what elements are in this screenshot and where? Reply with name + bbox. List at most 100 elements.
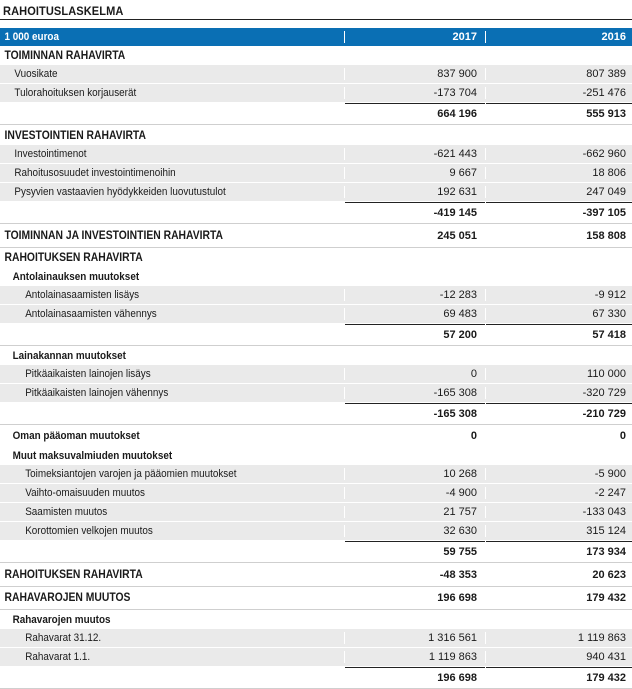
value-2016: 179 432 <box>485 671 632 684</box>
subtotal-rule <box>345 541 485 542</box>
value-2017: 664 196 <box>344 107 485 120</box>
table-row: Rahoitusosuudet investointimenoihin 9 667… <box>0 164 632 183</box>
subtotal-rule <box>486 541 632 542</box>
row-label: RAHAVAROJEN MUUTOS <box>4 592 131 604</box>
row-label: Antolainauksen muutokset <box>12 270 140 283</box>
value-2016: -397 105 <box>485 206 632 219</box>
value-2017: -419 145 <box>344 206 485 219</box>
subtotal-rule <box>345 202 485 203</box>
row-label: Saamisten muutos <box>25 506 108 518</box>
value-2016: -5 900 <box>485 468 632 480</box>
value-2017: -12 283 <box>344 289 485 301</box>
value-2017: 21 757 <box>344 506 485 518</box>
row-divider <box>0 124 632 125</box>
table-row: Rahavarat 1.1. 1 119 863 940 431 <box>0 648 632 667</box>
value-2017: -173 704 <box>344 87 485 99</box>
value-2017: 59 755 <box>344 545 485 558</box>
table-row: Vaihto-omaisuuden muutos -4 900 -2 247 <box>0 484 632 503</box>
value-2017: 0 <box>344 429 485 442</box>
value-2016: 18 806 <box>485 167 632 179</box>
value-2016: 179 432 <box>586 592 626 604</box>
table-row: Toimeksiantojen varojen ja pääomien muut… <box>0 465 632 484</box>
subtotal-rule <box>486 103 632 104</box>
table-row: Vuosikate 837 900 807 389 <box>0 65 632 84</box>
table-row: Antolainasaamisten vähennys 69 483 67 330 <box>0 305 632 324</box>
value-2016: 158 808 <box>586 230 626 242</box>
row-label: Rahavarat 31.12. <box>25 632 102 644</box>
row-divider <box>0 345 632 346</box>
year-2016-header: 2016 <box>485 31 632 43</box>
section-row: Oman pääoman muutokset 0 0 <box>0 425 632 446</box>
row-label: Pitkäaikaisten lainojen vähennys <box>25 387 169 399</box>
subtotal-row: 57 200 57 418 <box>0 324 632 345</box>
row-label: RAHOITUKSEN RAHAVIRTA <box>4 251 143 264</box>
row-label: Lainakannan muutokset <box>12 349 126 362</box>
value-2017: 1 119 863 <box>344 651 485 663</box>
value-2016: 555 913 <box>485 107 632 120</box>
row-divider <box>0 586 632 587</box>
value-2017: -4 900 <box>344 487 485 499</box>
subtotal-rule <box>486 202 632 203</box>
value-2016: 173 934 <box>485 545 632 558</box>
value-2016: -133 043 <box>485 506 632 518</box>
row-label: Tulorahoituksen korjauserät <box>14 87 137 99</box>
subtotal-rule <box>486 667 632 668</box>
value-2016: -251 476 <box>485 87 632 99</box>
subtotal-row: -165 308 -210 729 <box>0 403 632 424</box>
row-label: INVESTOINTIEN RAHAVIRTA <box>4 129 146 142</box>
section-row: TOIMINNAN JA INVESTOINTIEN RAHAVIRTA 245 … <box>0 225 632 247</box>
row-label: Pitkäaikaisten lainojen lisäys <box>25 368 151 380</box>
value-2016: -210 729 <box>485 407 632 420</box>
subtotal-rule <box>486 324 632 325</box>
table-row: Tulorahoituksen korjauserät -173 704 -251 … <box>0 84 632 103</box>
table-row: Saamisten muutos 21 757 -133 043 <box>0 503 632 522</box>
section-row: INVESTOINTIEN RAHAVIRTA <box>0 126 632 145</box>
subtotal-rule <box>345 667 485 668</box>
value-2017: 1 316 561 <box>344 632 485 644</box>
subtotal-rule <box>486 403 632 404</box>
value-2017: 10 268 <box>344 468 485 480</box>
section-row: Antolainauksen muutokset <box>0 267 632 286</box>
row-label: Pysyvien vastaavien hyödykkeiden luovutu… <box>14 186 226 198</box>
row-label: Rahoitusosuudet investointimenoihin <box>14 167 176 179</box>
subtotal-rule <box>345 324 485 325</box>
table-row: Rahavarat 31.12. 1 316 561 1 119 863 <box>0 629 632 648</box>
row-label: Antolainasaamisten vähennys <box>25 308 157 320</box>
row-label: Antolainasaamisten lisäys <box>25 289 140 301</box>
value-2016: 0 <box>485 429 632 442</box>
table-row: Pitkäaikaisten lainojen vähennys -165 308… <box>0 384 632 403</box>
row-label: Muut maksuvalmiuden muutokset <box>12 449 173 462</box>
title-divider <box>0 19 632 20</box>
value-2016: 67 330 <box>485 308 632 320</box>
row-label: Investointimenot <box>14 148 87 160</box>
section-row: Lainakannan muutokset <box>0 346 632 365</box>
row-label: TOIMINNAN RAHAVIRTA <box>4 49 126 62</box>
row-label: Rahavarat 1.1. <box>25 651 91 663</box>
subtotal-row: 664 196 555 913 <box>0 103 632 124</box>
table-row: Pitkäaikaisten lainojen lisäys 0 110 000 <box>0 365 632 384</box>
row-divider <box>0 247 632 248</box>
row-label: Oman pääoman muutokset <box>12 429 140 442</box>
value-2017: 196 698 <box>344 671 485 684</box>
row-label: Vaihto-omaisuuden muutos <box>25 487 145 499</box>
section-row: RAHOITUKSEN RAHAVIRTA <box>0 248 632 267</box>
table-row: Pysyvien vastaavien hyödykkeiden luovutu… <box>0 183 632 202</box>
subtotal-row: 59 755 173 934 <box>0 541 632 562</box>
row-label: Rahavarojen muutos <box>12 613 111 626</box>
row-label: Korottomien velkojen muutos <box>25 525 153 537</box>
row-divider <box>0 424 632 425</box>
value-2016: -662 960 <box>485 148 632 160</box>
table-row: Investointimenot -621 443 -662 960 <box>0 145 632 164</box>
unit-label: 1 000 euroa <box>4 31 59 43</box>
value-2017: 245 051 <box>437 230 477 242</box>
subtotal-row: -419 145 -397 105 <box>0 202 632 223</box>
value-2017: 192 631 <box>344 186 485 198</box>
value-2016: 57 418 <box>485 328 632 341</box>
value-2017: -621 443 <box>344 148 485 160</box>
section-row: TOIMINNAN RAHAVIRTA <box>0 46 632 65</box>
value-2017: 9 667 <box>344 167 485 179</box>
table-row: Antolainasaamisten lisäys -12 283 -9 912 <box>0 286 632 305</box>
value-2017: 57 200 <box>344 328 485 341</box>
value-2016: 940 431 <box>485 651 632 663</box>
cash-flow-table: 1 000 euroa 2017 2016 TOIMINNAN RAHAVIRT… <box>0 28 632 689</box>
